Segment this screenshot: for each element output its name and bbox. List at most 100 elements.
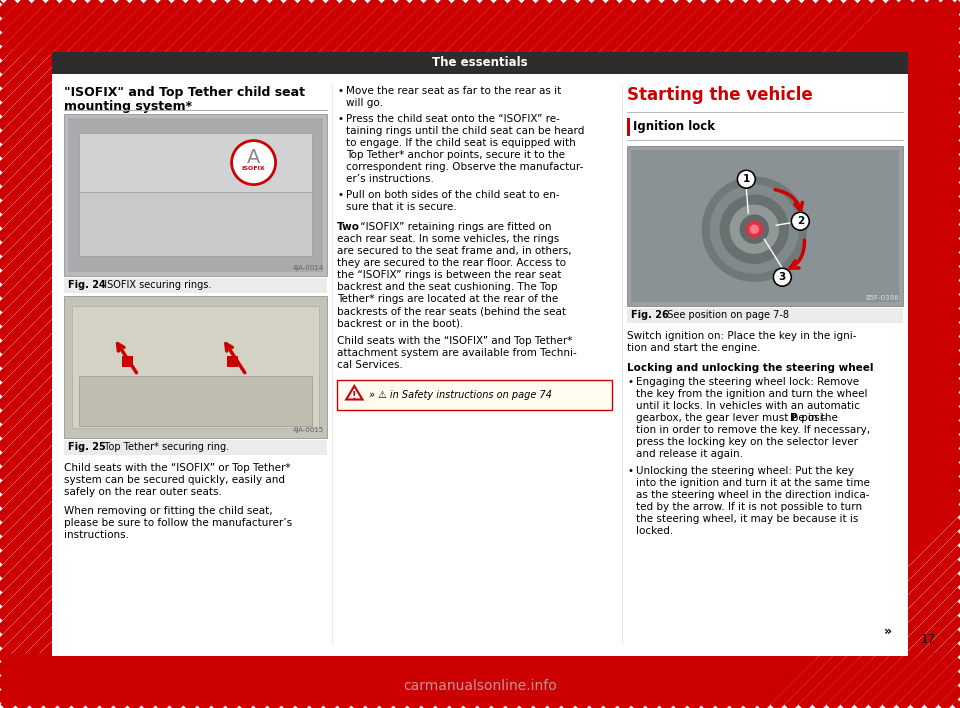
Text: Press the child seat onto the “ISOFIX” re-: Press the child seat onto the “ISOFIX” r…: [347, 114, 561, 124]
Text: to engage. If the child seat is equipped with: to engage. If the child seat is equipped…: [347, 138, 576, 148]
Text: ISOFIX securing rings.: ISOFIX securing rings.: [98, 280, 211, 290]
Text: the steering wheel, it may be because it is: the steering wheel, it may be because it…: [636, 514, 859, 524]
Text: ted by the arrow. If it is not possible to turn: ted by the arrow. If it is not possible …: [636, 502, 862, 512]
Text: each rear seat. In some vehicles, the rings: each rear seat. In some vehicles, the ri…: [337, 234, 560, 244]
Circle shape: [791, 212, 809, 230]
Text: ISOFIX: ISOFIX: [242, 166, 266, 171]
Text: backrest and the seat cushioning. The Top: backrest and the seat cushioning. The To…: [337, 282, 558, 292]
Text: mounting system*: mounting system*: [64, 100, 192, 113]
Text: A: A: [247, 148, 260, 167]
Text: Top Tether* securing ring.: Top Tether* securing ring.: [98, 442, 229, 452]
Bar: [64, 296, 327, 438]
Text: Engaging the steering wheel lock: Remove: Engaging the steering wheel lock: Remove: [636, 377, 859, 387]
Text: Move the rear seat as far to the rear as it: Move the rear seat as far to the rear as…: [347, 86, 562, 96]
Text: “ISOFIX” retaining rings are fitted on: “ISOFIX” retaining rings are fitted on: [357, 222, 552, 232]
Text: gearbox, the gear lever must be in the: gearbox, the gear lever must be in the: [636, 413, 842, 423]
Bar: [72, 306, 320, 428]
Text: correspondent ring. Observe the manufactur-: correspondent ring. Observe the manufact…: [347, 162, 584, 172]
Bar: [628, 118, 631, 136]
Text: » ⚠ in Safety instructions on page 74: » ⚠ in Safety instructions on page 74: [370, 390, 552, 400]
Text: Fig. 26: Fig. 26: [632, 311, 669, 321]
Bar: [628, 308, 903, 323]
Bar: [79, 376, 312, 426]
Text: See position on page 7-8: See position on page 7-8: [661, 311, 789, 321]
Text: the “ISOFIX” rings is between the rear seat: the “ISOFIX” rings is between the rear s…: [337, 270, 562, 280]
Text: Child seats with the “ISOFIX” or Top Tether*: Child seats with the “ISOFIX” or Top Tet…: [64, 463, 291, 473]
Text: posi-: posi-: [799, 413, 827, 423]
Bar: [628, 146, 903, 306]
Text: When removing or fitting the child seat,: When removing or fitting the child seat,: [64, 506, 273, 516]
Bar: [0, 0, 52, 708]
Polygon shape: [347, 386, 363, 399]
Text: as the steering wheel in the direction indica-: as the steering wheel in the direction i…: [636, 490, 870, 500]
Text: Tether* rings are located at the rear of the: Tether* rings are located at the rear of…: [337, 294, 559, 304]
Text: are secured to the seat frame and, in others,: are secured to the seat frame and, in ot…: [337, 246, 572, 256]
Bar: [79, 175, 312, 256]
Bar: [0, 656, 960, 708]
Text: please be sure to follow the manufacturer’s: please be sure to follow the manufacture…: [64, 518, 292, 528]
Text: Pull on both sides of the child seat to en-: Pull on both sides of the child seat to …: [347, 190, 560, 200]
Text: Two: Two: [337, 222, 360, 232]
Bar: [122, 356, 132, 367]
Text: 3: 3: [779, 272, 786, 282]
Text: safely on the rear outer seats.: safely on the rear outer seats.: [64, 487, 222, 497]
Text: •: •: [628, 377, 634, 387]
Bar: [632, 150, 900, 302]
Text: and release it again.: and release it again.: [636, 449, 743, 459]
FancyArrowPatch shape: [775, 190, 803, 211]
Text: the key from the ignition and turn the wheel: the key from the ignition and turn the w…: [636, 389, 868, 399]
Text: Top Tether* anchor points, secure it to the: Top Tether* anchor points, secure it to …: [347, 150, 565, 160]
Circle shape: [720, 195, 788, 263]
Bar: [228, 356, 238, 367]
Bar: [64, 114, 327, 276]
Text: they are secured to the rear floor. Access to: they are secured to the rear floor. Acce…: [337, 258, 566, 268]
Circle shape: [751, 225, 758, 233]
Bar: [79, 133, 312, 192]
Text: until it locks. In vehicles with an automatic: until it locks. In vehicles with an auto…: [636, 401, 860, 411]
Text: press the locking key on the selector lever: press the locking key on the selector le…: [636, 437, 858, 447]
Text: instructions.: instructions.: [64, 530, 129, 540]
Circle shape: [231, 141, 276, 185]
Text: will go.: will go.: [347, 98, 383, 108]
Text: "ISOFIX" and Top Tether child seat: "ISOFIX" and Top Tether child seat: [64, 86, 305, 99]
Text: Child seats with the “ISOFIX” and Top Tether*: Child seats with the “ISOFIX” and Top Te…: [337, 336, 573, 346]
Text: 2: 2: [797, 216, 804, 226]
Text: taining rings until the child seat can be heard: taining rings until the child seat can b…: [347, 126, 585, 136]
Text: •: •: [337, 190, 344, 200]
Text: •: •: [337, 114, 344, 124]
Text: 17: 17: [921, 633, 935, 646]
Text: P: P: [790, 413, 798, 423]
Bar: [0, 0, 960, 52]
FancyArrowPatch shape: [790, 240, 804, 268]
Bar: [908, 0, 960, 708]
Text: 4JA-0015: 4JA-0015: [293, 427, 324, 433]
Text: 1: 1: [743, 174, 750, 184]
Bar: [64, 278, 327, 293]
Bar: [52, 52, 908, 74]
Text: system can be secured quickly, easily and: system can be secured quickly, easily an…: [64, 475, 285, 485]
Text: Fig. 24: Fig. 24: [68, 280, 106, 290]
Text: carmanualsonline.info: carmanualsonline.info: [403, 679, 557, 693]
Text: backrests of the rear seats (behind the seat: backrests of the rear seats (behind the …: [337, 306, 566, 316]
Text: Starting the vehicle: Starting the vehicle: [628, 86, 813, 104]
Text: locked.: locked.: [636, 526, 674, 536]
Circle shape: [731, 205, 779, 253]
Bar: [64, 440, 327, 455]
Circle shape: [746, 221, 762, 237]
Text: backrest or in the boot).: backrest or in the boot).: [337, 318, 464, 328]
Text: »: »: [884, 625, 892, 638]
Bar: [337, 380, 612, 410]
Text: •: •: [628, 466, 634, 476]
Text: Ignition lock: Ignition lock: [634, 120, 715, 133]
Text: 4JA-0014: 4JA-0014: [293, 265, 324, 271]
Text: attachment system are available from Techni-: attachment system are available from Tec…: [337, 348, 577, 358]
Text: tion in order to remove the key. If necessary,: tion in order to remove the key. If nece…: [636, 425, 871, 435]
Text: •: •: [337, 86, 344, 96]
Text: The essentials: The essentials: [432, 57, 528, 69]
Text: Unlocking the steering wheel: Put the key: Unlocking the steering wheel: Put the ke…: [636, 466, 854, 476]
Circle shape: [710, 185, 799, 273]
Bar: [68, 118, 324, 272]
Text: Fig. 25: Fig. 25: [68, 442, 106, 452]
Text: cal Services.: cal Services.: [337, 360, 403, 370]
Bar: [52, 52, 908, 656]
